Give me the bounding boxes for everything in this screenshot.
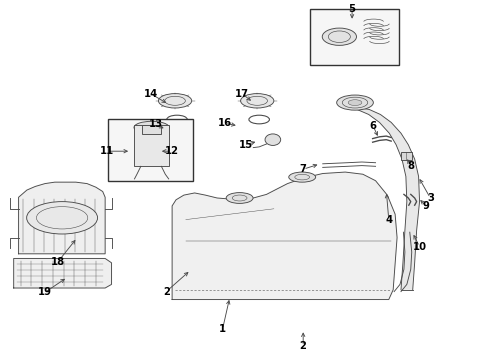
Text: 1: 1 [219,324,225,334]
Bar [309,9,398,65]
Ellipse shape [322,28,356,45]
Ellipse shape [347,100,361,105]
Text: 14: 14 [143,89,158,99]
Text: 6: 6 [369,121,376,131]
Ellipse shape [240,94,273,108]
Ellipse shape [27,202,98,234]
Ellipse shape [158,94,191,108]
Text: 13: 13 [148,119,162,129]
Text: 3: 3 [426,193,433,203]
Ellipse shape [288,172,315,182]
Polygon shape [19,182,105,254]
Text: 5: 5 [348,4,355,14]
Text: 9: 9 [422,201,429,211]
Text: 4: 4 [385,215,391,225]
Ellipse shape [225,193,253,203]
Polygon shape [14,258,111,288]
Text: 10: 10 [412,242,426,252]
Bar [107,119,193,181]
Ellipse shape [134,121,169,134]
Text: 19: 19 [38,287,52,297]
Text: 12: 12 [165,146,179,156]
Text: 2: 2 [163,287,169,297]
Bar [400,152,411,160]
Text: 8: 8 [407,161,413,171]
Bar [134,125,169,166]
Text: 16: 16 [218,118,231,128]
Ellipse shape [264,134,280,145]
Polygon shape [348,108,419,290]
Text: 18: 18 [51,257,64,267]
Text: 11: 11 [99,146,114,156]
Bar [142,125,161,134]
Polygon shape [172,172,396,300]
Text: 15: 15 [238,140,252,150]
Ellipse shape [336,95,373,110]
Text: 2: 2 [299,341,306,351]
Text: 7: 7 [299,164,306,174]
Text: 17: 17 [235,89,248,99]
